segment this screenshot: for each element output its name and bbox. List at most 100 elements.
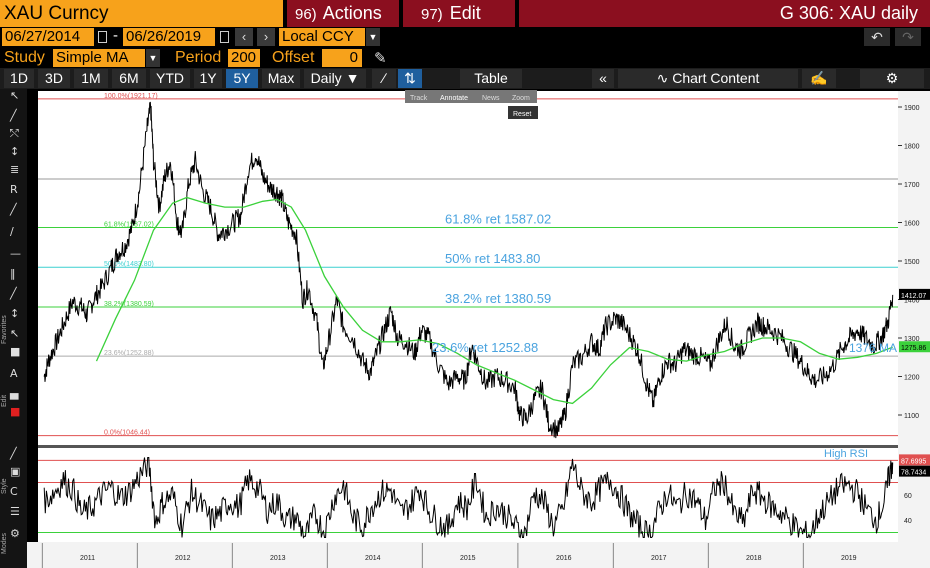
range-1m-button[interactable]: 1M bbox=[74, 69, 108, 88]
calendar-icon[interactable] bbox=[98, 31, 107, 43]
fib-level-tag: 61.8%(1587.02) bbox=[104, 221, 154, 228]
y-axis-ticks: 1100 1200 1300 1400 1500 1600 1700 1800 1900 bbox=[898, 105, 920, 420]
offset-input[interactable]: 0 bbox=[322, 49, 362, 67]
y-tick-label: 1500 bbox=[904, 259, 920, 266]
settings-icon[interactable]: ⚙ bbox=[10, 527, 20, 540]
mode-icon[interactable]: ▣ bbox=[10, 465, 20, 478]
pen-tool-icon[interactable]: ╱ bbox=[9, 286, 18, 300]
y-tick-label: 1100 bbox=[904, 413, 919, 420]
edit-menu-button[interactable]: 97) Edit bbox=[403, 0, 515, 27]
text-r-icon[interactable]: R bbox=[10, 183, 18, 196]
reset-button[interactable] bbox=[508, 106, 538, 119]
reset-label: Reset bbox=[513, 111, 531, 118]
y-tick-label: 1400 bbox=[904, 298, 920, 305]
rsi-high-label: High RSI bbox=[824, 448, 868, 460]
rsi-tick-label: 40 bbox=[904, 518, 912, 525]
chart-content-label: Chart Content bbox=[672, 70, 760, 86]
calendar-icon[interactable] bbox=[220, 31, 229, 43]
mode-c-icon[interactable]: C bbox=[10, 485, 18, 498]
period-input[interactable]: 200 bbox=[228, 49, 260, 67]
rsi-high-value: 87.6995 bbox=[901, 458, 926, 465]
frequency-select[interactable]: Daily ▼ bbox=[304, 69, 366, 88]
chevron-down-icon[interactable]: ▼ bbox=[366, 28, 380, 46]
collapse-icon[interactable]: « bbox=[592, 69, 614, 88]
study-select[interactable]: Simple MA bbox=[53, 49, 145, 67]
rsi-last-tag bbox=[899, 465, 930, 477]
fib-level-tag: 23.6%(1252.88) bbox=[104, 350, 154, 357]
layers-icon[interactable]: ☰ bbox=[10, 505, 20, 518]
range-1d-button[interactable]: 1D bbox=[4, 69, 34, 88]
rsi-series: 40 60 87.6995 78.7434 High RSI bbox=[38, 448, 930, 539]
period-label: Period bbox=[175, 49, 222, 66]
chevron-right-icon[interactable]: › bbox=[257, 28, 275, 46]
panel-section-label: Modes bbox=[1, 532, 8, 554]
chart-mode-toolbar bbox=[405, 90, 537, 103]
range-ytd-button[interactable]: YTD bbox=[150, 69, 190, 88]
range-max-button[interactable]: Max bbox=[262, 69, 300, 88]
gear-icon[interactable]: ⚙ bbox=[860, 69, 924, 88]
bracket-tool-icon[interactable]: ‖ bbox=[10, 267, 16, 280]
color-fill-icon[interactable]: ▄ bbox=[9, 387, 19, 400]
moving-average-series bbox=[95, 196, 893, 405]
undo-icon[interactable]: ↶ bbox=[864, 28, 890, 46]
annotate-mode-button[interactable]: Annotate bbox=[440, 95, 468, 102]
price-chart[interactable]: ↖ ╱ ⤲ ↕ ≣ R ╱ ∕ — ‖ ╱ ↕ ↖ ■ A ▄ ■ ╱ ▣ C ☰ ⚙ Favorites Edit Style… bbox=[0, 89, 930, 568]
date-range-bar: 06/27/2014 - 06/26/2019 ‹ › Local CCY ▼ … bbox=[0, 27, 930, 47]
x-tick-label: 2015 bbox=[460, 555, 476, 562]
trend-tool-icon[interactable]: ⤲ bbox=[10, 127, 19, 140]
delete-icon[interactable]: ■ bbox=[10, 345, 20, 358]
pointer-icon[interactable]: ↖ bbox=[10, 89, 19, 102]
pencil-icon[interactable]: ✎ bbox=[374, 50, 387, 67]
actions-menu-button[interactable]: 96) Actions bbox=[287, 0, 399, 27]
fib-level-tag: 0.0%(1046.44) bbox=[104, 430, 150, 437]
moving-average-line bbox=[95, 196, 893, 405]
fib-tool-icon[interactable]: ↕ bbox=[10, 307, 19, 320]
select-tool-icon[interactable]: ↖ bbox=[10, 327, 19, 340]
rsi-tick-label: 60 bbox=[904, 493, 912, 500]
range-1y-button[interactable]: 1Y bbox=[194, 69, 222, 88]
line-style-icon[interactable]: ╱ bbox=[9, 446, 18, 460]
chart-content-button[interactable]: ∿ Chart Content bbox=[618, 69, 798, 88]
edit-chart-icon[interactable]: ✍ bbox=[802, 69, 836, 88]
line-tool-icon[interactable]: ╱ bbox=[9, 108, 18, 122]
currency-select[interactable]: Local CCY bbox=[279, 28, 365, 46]
ticker-field[interactable]: XAU Curncy bbox=[0, 0, 283, 27]
chevron-left-icon[interactable]: ‹ bbox=[235, 28, 253, 46]
start-date-input[interactable]: 06/27/2014 bbox=[2, 28, 94, 46]
fib-level-tag: 38.2%(1380.59) bbox=[104, 301, 154, 308]
line-chart-icon[interactable]: ∕ bbox=[372, 69, 396, 88]
last-price-label: 1412.07 bbox=[901, 293, 926, 300]
price-panel bbox=[38, 91, 898, 445]
candlestick-icon[interactable]: ⇅ bbox=[398, 69, 422, 88]
annotations: 61.8% ret 1587.02 50% ret 1483.80 38.2% re… bbox=[432, 211, 930, 355]
ma-label: 1376 MA bbox=[849, 341, 897, 355]
pen-tool-icon[interactable]: ∕ bbox=[10, 225, 14, 238]
y-tick-label: 1900 bbox=[904, 105, 920, 112]
fib-tool-icon[interactable]: ↕ bbox=[10, 145, 19, 158]
range-6m-button[interactable]: 6M bbox=[112, 69, 146, 88]
x-tick-label: 2017 bbox=[651, 555, 667, 562]
table-button[interactable]: Table bbox=[460, 69, 522, 88]
fib-retracement-label: 61.8% ret 1587.02 bbox=[445, 211, 551, 226]
zoom-mode-button[interactable]: Zoom bbox=[512, 95, 530, 102]
redo-icon[interactable]: ↷ bbox=[895, 28, 921, 46]
news-mode-button[interactable]: News bbox=[482, 95, 500, 102]
color-swatch-icon[interactable]: ■ bbox=[10, 405, 20, 418]
horizontal-line-icon[interactable]: — bbox=[10, 247, 21, 260]
drawing-tools: ↖ ╱ ⤲ ↕ ≣ R ╱ ∕ — ‖ ╱ ↕ ↖ ■ A ▄ ■ ╱ ▣ C ☰ ⚙ Favorites Edit Style… bbox=[1, 89, 21, 554]
channel-tool-icon[interactable]: ≣ bbox=[10, 163, 19, 176]
track-mode-button[interactable]: Track bbox=[410, 95, 428, 102]
study-bar: Study Simple MA ▼ Period 200 Offset 0 ✎ bbox=[0, 47, 930, 68]
range-5y-button[interactable]: 5Y bbox=[226, 69, 258, 88]
frequency-label: Daily bbox=[310, 70, 342, 86]
end-date-input[interactable]: 06/26/2019 bbox=[123, 28, 215, 46]
ray-tool-icon[interactable]: ╱ bbox=[9, 202, 18, 216]
chevron-down-icon[interactable]: ▼ bbox=[146, 49, 160, 67]
x-tick-label: 2016 bbox=[556, 555, 572, 562]
edit-menu-label: Edit bbox=[449, 3, 481, 23]
x-axis-area bbox=[27, 542, 930, 568]
range-3d-button[interactable]: 3D bbox=[38, 69, 70, 88]
rsi-line bbox=[43, 457, 894, 539]
ma-value-tag bbox=[899, 341, 930, 353]
text-tool-icon[interactable]: A bbox=[10, 367, 18, 380]
